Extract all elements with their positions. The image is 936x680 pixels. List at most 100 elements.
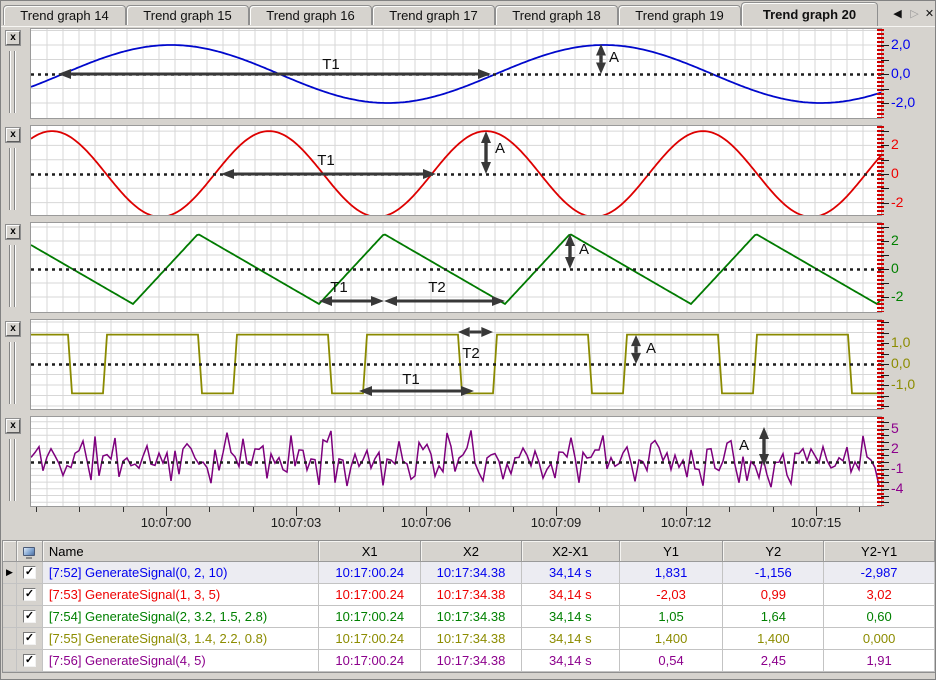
plot-close-button[interactable]: x	[6, 322, 20, 336]
x2-x1-cell[interactable]: 34,14 s	[521, 562, 620, 584]
x1-cell[interactable]: 10:17:00.24	[319, 650, 422, 672]
plot-canvas-plot-2[interactable]: T1 A	[30, 126, 882, 218]
table-header-y2-y1[interactable]: Y2-Y1	[824, 541, 935, 562]
y2-y1-cell[interactable]: 1,91	[824, 650, 935, 672]
visibility-checkbox[interactable]: ✓	[22, 588, 36, 601]
table-row-2[interactable]: ✓ [7:53] GenerateSignal(1, 3, 5) 10:17:00.…	[3, 584, 935, 606]
row-checkbox-cell[interactable]: ✓	[16, 628, 43, 650]
time-axis-tick	[859, 507, 860, 512]
signal-name-cell[interactable]: [7:52] GenerateSignal(0, 2, 10)	[42, 562, 320, 584]
y1-cell[interactable]: -2,03	[619, 584, 724, 606]
plot-canvas-plot-4[interactable]: T1 T2 A	[31, 320, 881, 409]
x2-cell[interactable]: 10:17:34.38	[421, 584, 522, 606]
x2-cell[interactable]: 10:17:34.38	[421, 628, 522, 650]
plot-close-button[interactable]: x	[6, 225, 20, 239]
y-axis-minor-ticks-plot-3	[877, 223, 884, 312]
x1-cell[interactable]: 10:17:00.24	[319, 584, 422, 606]
plot-close-button[interactable]: x	[6, 31, 20, 45]
x2-x1-cell[interactable]: 34,14 s	[521, 606, 620, 628]
tab-trend-graph-17[interactable]: Trend graph 17	[372, 5, 495, 25]
tabs-close-icon[interactable]: ✕	[924, 8, 935, 20]
y2-cell[interactable]: 2,45	[723, 650, 825, 672]
plot-canvas-plot-3[interactable]: T1 T2 A	[30, 223, 882, 312]
table-header-x2[interactable]: X2	[421, 541, 522, 562]
plot-canvas-plot-5[interactable]: A	[30, 417, 881, 506]
x2-x1-cell[interactable]: 34,14 s	[521, 650, 620, 672]
plot-close-button[interactable]: x	[6, 419, 20, 433]
tab-trend-graph-19[interactable]: Trend graph 19	[618, 5, 741, 25]
table-row-5[interactable]: ✓ [7:56] GenerateSignal(4, 5) 10:17:00.24 1…	[3, 650, 935, 672]
y-pan-slider[interactable]	[9, 342, 17, 404]
visibility-checkbox[interactable]: ✓	[22, 610, 36, 623]
x2-cell[interactable]: 10:17:34.38	[421, 562, 522, 584]
x1-cell[interactable]: 10:17:00.24	[319, 606, 422, 628]
time-axis-label: 10:07:00	[140, 515, 192, 530]
annotation-label: T2	[462, 345, 480, 362]
table-header-y2[interactable]: Y2	[723, 541, 825, 562]
y2-y1-cell[interactable]: -2,987	[824, 562, 935, 584]
y1-cell[interactable]: 1,05	[619, 606, 724, 628]
x2-cell[interactable]: 10:17:34.38	[421, 606, 522, 628]
y-axis-label: 2	[891, 232, 899, 248]
table-header-visibility[interactable]	[16, 541, 43, 562]
x1-cell[interactable]: 10:17:00.24	[319, 562, 422, 584]
tab-trend-graph-16[interactable]: Trend graph 16	[249, 5, 372, 25]
signal-name-cell[interactable]: [7:53] GenerateSignal(1, 3, 5)	[42, 584, 320, 606]
tab-trend-graph-15[interactable]: Trend graph 15	[126, 5, 249, 25]
tab-trend-graph-14[interactable]: Trend graph 14	[3, 5, 126, 25]
table-row-4[interactable]: ✓ [7:55] GenerateSignal(3, 1.4, 2.2, 0.8)…	[3, 628, 935, 650]
row-indicator-cell	[3, 584, 17, 606]
signal-name-cell[interactable]: [7:54] GenerateSignal(2, 3.2, 1.5, 2.8)	[42, 606, 320, 628]
table-row-3[interactable]: ✓ [7:54] GenerateSignal(2, 3.2, 1.5, 2.8)…	[3, 606, 935, 628]
visibility-checkbox[interactable]: ✓	[22, 566, 36, 579]
visibility-checkbox[interactable]: ✓	[22, 654, 36, 667]
table-header-indicator	[3, 541, 17, 562]
row-checkbox-cell[interactable]: ✓	[16, 562, 43, 584]
y2-y1-cell[interactable]: 0,60	[824, 606, 935, 628]
y-axis-tick	[881, 442, 889, 443]
table-header-x1[interactable]: X1	[319, 541, 422, 562]
x2-x1-cell[interactable]: 34,14 s	[521, 628, 620, 650]
time-axis-tick	[513, 507, 514, 512]
tab-trend-graph-20[interactable]: Trend graph 20	[741, 2, 878, 26]
row-checkbox-cell[interactable]: ✓	[16, 606, 43, 628]
table-header-name[interactable]: Name	[42, 541, 320, 562]
time-axis-label: 10:07:06	[400, 515, 452, 530]
time-axis-tick	[729, 507, 730, 512]
y-axis-tick	[881, 489, 889, 490]
row-checkbox-cell[interactable]: ✓	[16, 584, 43, 606]
y2-cell[interactable]: -1,156	[723, 562, 825, 584]
y-axis-tick	[881, 455, 889, 456]
row-checkbox-cell[interactable]: ✓	[16, 650, 43, 672]
signal-name-cell[interactable]: [7:56] GenerateSignal(4, 5)	[42, 650, 320, 672]
tabs-scroll-right-icon[interactable]: ▷	[910, 8, 919, 20]
y-pan-slider[interactable]	[9, 148, 17, 210]
table-header-x2-x1[interactable]: X2-X1	[521, 541, 620, 562]
y-axis-tick	[881, 60, 889, 61]
tab-trend-graph-18[interactable]: Trend graph 18	[495, 5, 618, 25]
plot-canvas-plot-1[interactable]: T1 A	[30, 29, 882, 118]
y2-cell[interactable]: 0,99	[723, 584, 825, 606]
y2-cell[interactable]: 1,64	[723, 606, 825, 628]
signal-name-cell[interactable]: [7:55] GenerateSignal(3, 1.4, 2.2, 0.8)	[42, 628, 320, 650]
y-pan-slider[interactable]	[9, 51, 17, 113]
x2-x1-cell[interactable]: 34,14 s	[521, 584, 620, 606]
x1-cell[interactable]: 10:17:00.24	[319, 628, 422, 650]
y2-y1-cell[interactable]: 0,000	[824, 628, 935, 650]
y1-cell[interactable]: 0,54	[619, 650, 724, 672]
tabs-scroll-left-icon[interactable]: ◀	[893, 8, 902, 20]
y-axis-tick	[881, 227, 889, 228]
y1-cell[interactable]: 1,831	[619, 562, 724, 584]
table-row-1[interactable]: ▶ ✓ [7:52] GenerateSignal(0, 2, 10) 10:17:0…	[3, 562, 935, 584]
y-pan-slider[interactable]	[9, 439, 17, 501]
y-axis-label: 0,0	[891, 65, 911, 81]
x2-cell[interactable]: 10:17:34.38	[421, 650, 522, 672]
y1-cell[interactable]: 1,400	[619, 628, 724, 650]
plot-close-button[interactable]: x	[6, 128, 20, 142]
y2-cell[interactable]: 1,400	[723, 628, 825, 650]
visibility-checkbox[interactable]: ✓	[22, 632, 36, 645]
table-header-y1[interactable]: Y1	[619, 541, 724, 562]
y2-y1-cell[interactable]: 3,02	[824, 584, 935, 606]
y-axis-label: 2	[891, 136, 899, 152]
y-pan-slider[interactable]	[9, 245, 17, 307]
